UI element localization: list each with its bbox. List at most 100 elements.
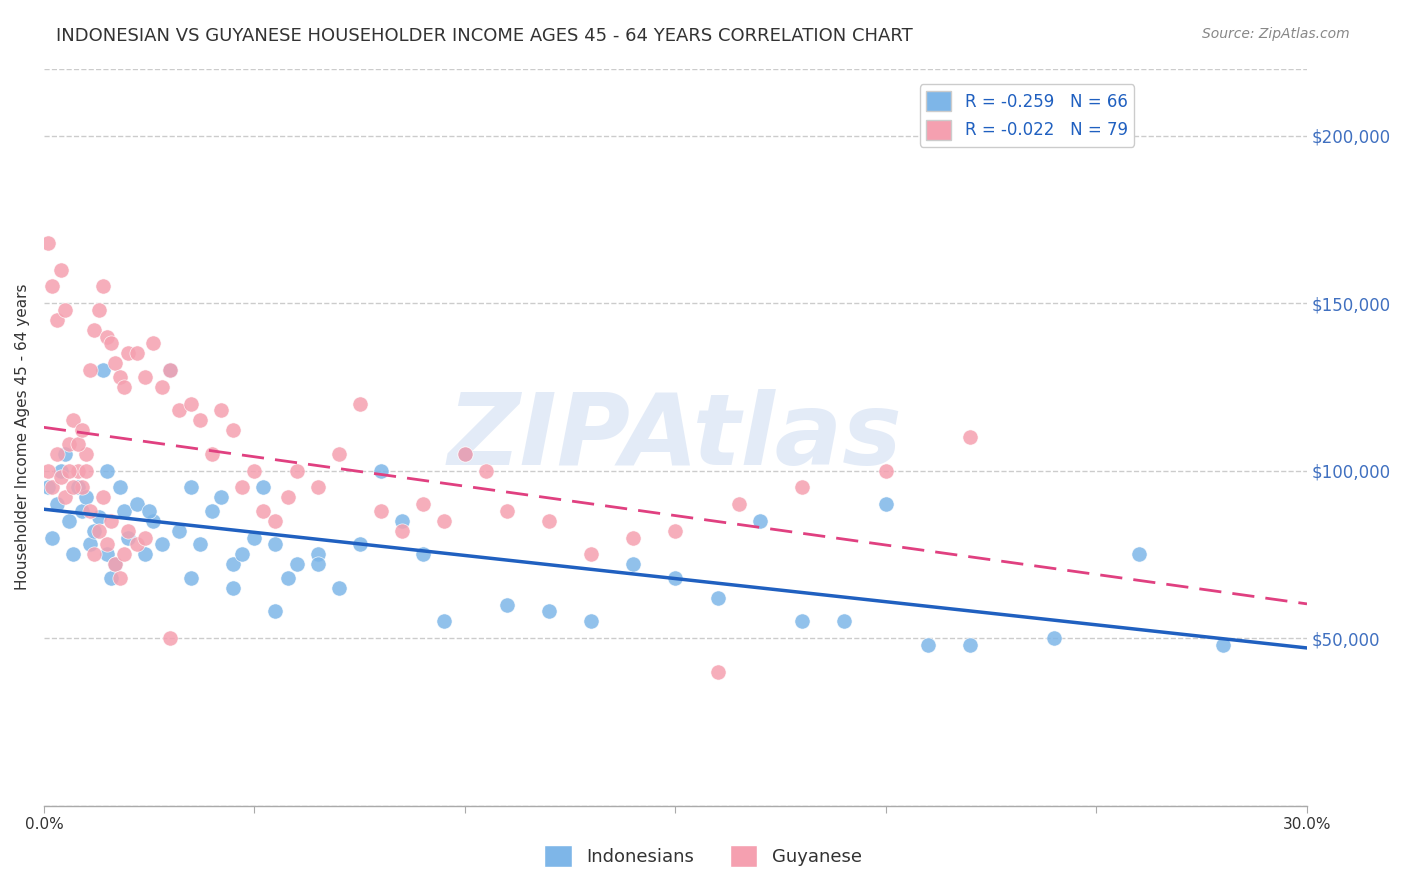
Point bbox=[58, 436, 80, 450]
Point bbox=[117, 524, 139, 538]
Point bbox=[117, 346, 139, 360]
Point bbox=[108, 480, 131, 494]
Point bbox=[621, 531, 644, 545]
Point bbox=[112, 547, 135, 561]
Point bbox=[209, 403, 232, 417]
Point bbox=[832, 615, 855, 629]
Point bbox=[49, 262, 72, 277]
Point bbox=[328, 581, 350, 595]
Point bbox=[91, 363, 114, 377]
Point bbox=[66, 436, 89, 450]
Point bbox=[581, 615, 603, 629]
Point bbox=[96, 464, 118, 478]
Point bbox=[75, 447, 97, 461]
Point bbox=[66, 464, 89, 478]
Text: Source: ZipAtlas.com: Source: ZipAtlas.com bbox=[1202, 27, 1350, 41]
Point bbox=[125, 537, 148, 551]
Point bbox=[581, 547, 603, 561]
Point bbox=[112, 380, 135, 394]
Point bbox=[475, 464, 498, 478]
Point bbox=[37, 464, 59, 478]
Point bbox=[391, 514, 413, 528]
Point bbox=[96, 329, 118, 343]
Point bbox=[706, 591, 728, 605]
Point bbox=[917, 638, 939, 652]
Point bbox=[621, 558, 644, 572]
Point bbox=[180, 571, 202, 585]
Point bbox=[53, 447, 76, 461]
Point bbox=[41, 480, 63, 494]
Point bbox=[91, 491, 114, 505]
Point bbox=[53, 491, 76, 505]
Point bbox=[1128, 547, 1150, 561]
Point bbox=[454, 447, 477, 461]
Point bbox=[104, 558, 127, 572]
Point bbox=[49, 470, 72, 484]
Point bbox=[70, 480, 93, 494]
Point bbox=[104, 356, 127, 370]
Point bbox=[75, 464, 97, 478]
Point bbox=[664, 524, 686, 538]
Point bbox=[49, 464, 72, 478]
Point bbox=[112, 504, 135, 518]
Point bbox=[167, 524, 190, 538]
Point bbox=[150, 537, 173, 551]
Point bbox=[664, 571, 686, 585]
Point bbox=[391, 524, 413, 538]
Point bbox=[125, 346, 148, 360]
Point bbox=[188, 413, 211, 427]
Point bbox=[79, 363, 101, 377]
Point bbox=[412, 547, 434, 561]
Point bbox=[45, 447, 67, 461]
Legend: Indonesians, Guyanese: Indonesians, Guyanese bbox=[537, 838, 869, 874]
Point bbox=[87, 524, 110, 538]
Point bbox=[87, 510, 110, 524]
Point bbox=[117, 531, 139, 545]
Point bbox=[727, 497, 749, 511]
Point bbox=[454, 447, 477, 461]
Point bbox=[433, 615, 456, 629]
Point bbox=[100, 514, 122, 528]
Point bbox=[370, 504, 392, 518]
Point bbox=[209, 491, 232, 505]
Point bbox=[159, 631, 181, 645]
Point bbox=[66, 480, 89, 494]
Point bbox=[58, 514, 80, 528]
Point bbox=[180, 480, 202, 494]
Point bbox=[96, 547, 118, 561]
Point bbox=[349, 537, 371, 551]
Point bbox=[307, 558, 329, 572]
Point bbox=[108, 571, 131, 585]
Point bbox=[134, 369, 156, 384]
Point bbox=[83, 547, 105, 561]
Point bbox=[41, 531, 63, 545]
Point bbox=[370, 464, 392, 478]
Point bbox=[79, 537, 101, 551]
Point bbox=[201, 504, 224, 518]
Point bbox=[790, 480, 813, 494]
Point bbox=[285, 464, 308, 478]
Point bbox=[75, 491, 97, 505]
Point bbox=[159, 363, 181, 377]
Point bbox=[83, 524, 105, 538]
Point bbox=[222, 581, 245, 595]
Point bbox=[538, 514, 561, 528]
Point bbox=[264, 604, 287, 618]
Point bbox=[134, 531, 156, 545]
Point bbox=[108, 369, 131, 384]
Point bbox=[285, 558, 308, 572]
Point bbox=[37, 235, 59, 250]
Point bbox=[1043, 631, 1066, 645]
Point bbox=[496, 504, 519, 518]
Point bbox=[79, 504, 101, 518]
Point bbox=[167, 403, 190, 417]
Point bbox=[62, 413, 84, 427]
Point bbox=[201, 447, 224, 461]
Point bbox=[959, 638, 981, 652]
Point bbox=[159, 363, 181, 377]
Point bbox=[41, 279, 63, 293]
Point bbox=[70, 504, 93, 518]
Point bbox=[264, 537, 287, 551]
Point bbox=[1212, 638, 1234, 652]
Point bbox=[138, 504, 160, 518]
